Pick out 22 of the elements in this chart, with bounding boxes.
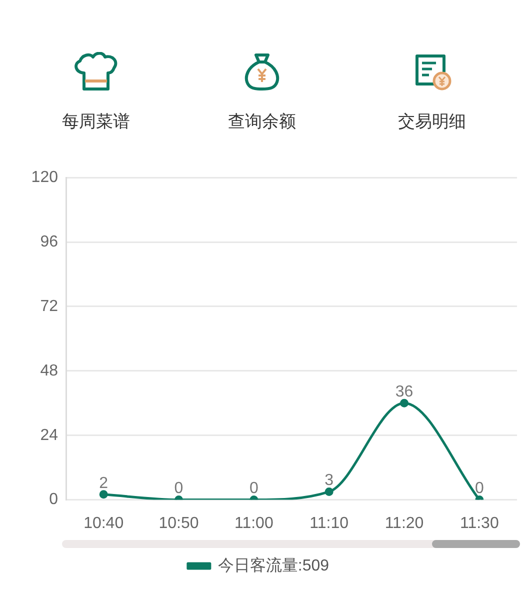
text: 查询余额: [228, 111, 296, 133]
x-tick-label: 11:20: [384, 514, 424, 532]
y-tick-label: 24: [40, 426, 58, 444]
data-label: 0: [249, 480, 258, 498]
x-tick-label: 11:10: [310, 514, 349, 532]
y-tick-label: 72: [40, 298, 58, 315]
x-tick-label: 10:40: [84, 514, 124, 532]
data-label: 36: [395, 384, 414, 401]
y-tick-label: 96: [40, 233, 58, 250]
y-tick-label: 120: [31, 169, 58, 186]
text: 交易明细: [398, 111, 466, 133]
y-tick-label: 48: [40, 362, 58, 380]
data-label: 3: [324, 472, 334, 490]
x-tick-label: 11:30: [460, 514, 499, 532]
legend-label: 今日客流量:509: [218, 556, 330, 574]
text: 每周菜谱: [62, 111, 130, 133]
y-tick-label: 0: [49, 491, 58, 508]
data-label: 0: [474, 480, 484, 498]
x-tick-label: 10:50: [158, 514, 199, 532]
x-tick-label: 11:00: [234, 514, 274, 532]
data-label: 2: [99, 474, 108, 492]
data-label: 0: [174, 480, 184, 498]
